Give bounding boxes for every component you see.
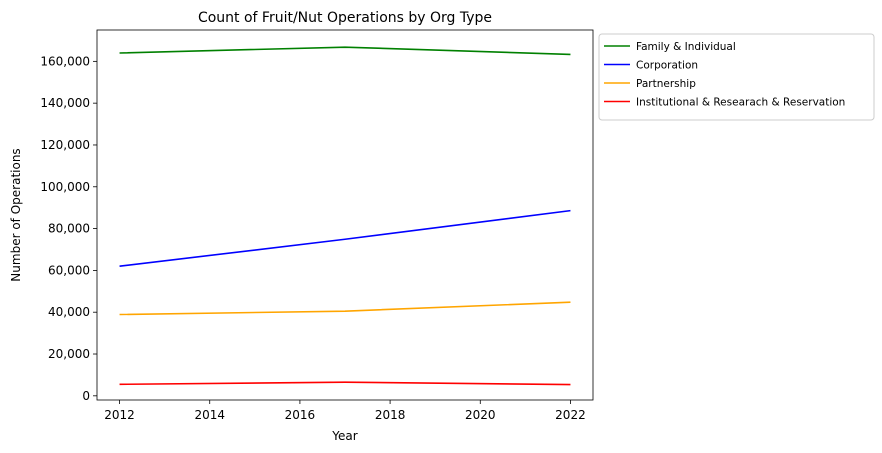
y-tick-label: 160,000: [40, 54, 90, 68]
x-tick-label: 2020: [465, 408, 496, 422]
x-axis-label: Year: [331, 429, 357, 443]
y-tick-label: 60,000: [48, 263, 90, 277]
x-tick-label: 2018: [375, 408, 406, 422]
y-tick-label: 20,000: [48, 347, 90, 361]
legend-label: Corporation: [636, 60, 698, 72]
y-axis: 0 20,000 40,000 60,000 80,000 100,000 120,000 1…: [40, 54, 97, 403]
legend-label: Institutional & Researach & Reservation: [636, 97, 845, 109]
y-tick-label: 140,000: [40, 96, 90, 110]
legend-label: Family & Individual: [636, 41, 736, 53]
y-tick-label: 80,000: [48, 222, 90, 236]
series-line-partnership: [119, 301, 571, 316]
series-line-family-individual: [119, 46, 571, 56]
x-tick-label: 2014: [194, 408, 225, 422]
x-tick-label: 2022: [555, 408, 586, 422]
series-line-institutional-researach-reservation: [119, 381, 571, 386]
y-tick-label: 0: [82, 389, 90, 403]
y-tick-label: 100,000: [40, 180, 90, 194]
legend: Family & Individual Corporation Partnershi…: [598, 33, 875, 121]
x-axis: 2012 2014 2016 2018 2020 2022: [104, 400, 586, 422]
y-tick-label: 120,000: [40, 138, 90, 152]
series-line-corporation: [119, 209, 571, 268]
x-tick-label: 2012: [104, 408, 135, 422]
legend-frame: [598, 33, 875, 121]
plot-area-frame: [96, 29, 594, 401]
series-lines-group: [119, 46, 571, 386]
chart-title: Count of Fruit/Nut Operations by Org Typ…: [198, 10, 492, 26]
x-tick-label: 2016: [285, 408, 316, 422]
y-tick-label: 40,000: [48, 305, 90, 319]
legend-label: Partnership: [636, 78, 696, 90]
y-axis-label: Number of Operations: [9, 148, 23, 281]
